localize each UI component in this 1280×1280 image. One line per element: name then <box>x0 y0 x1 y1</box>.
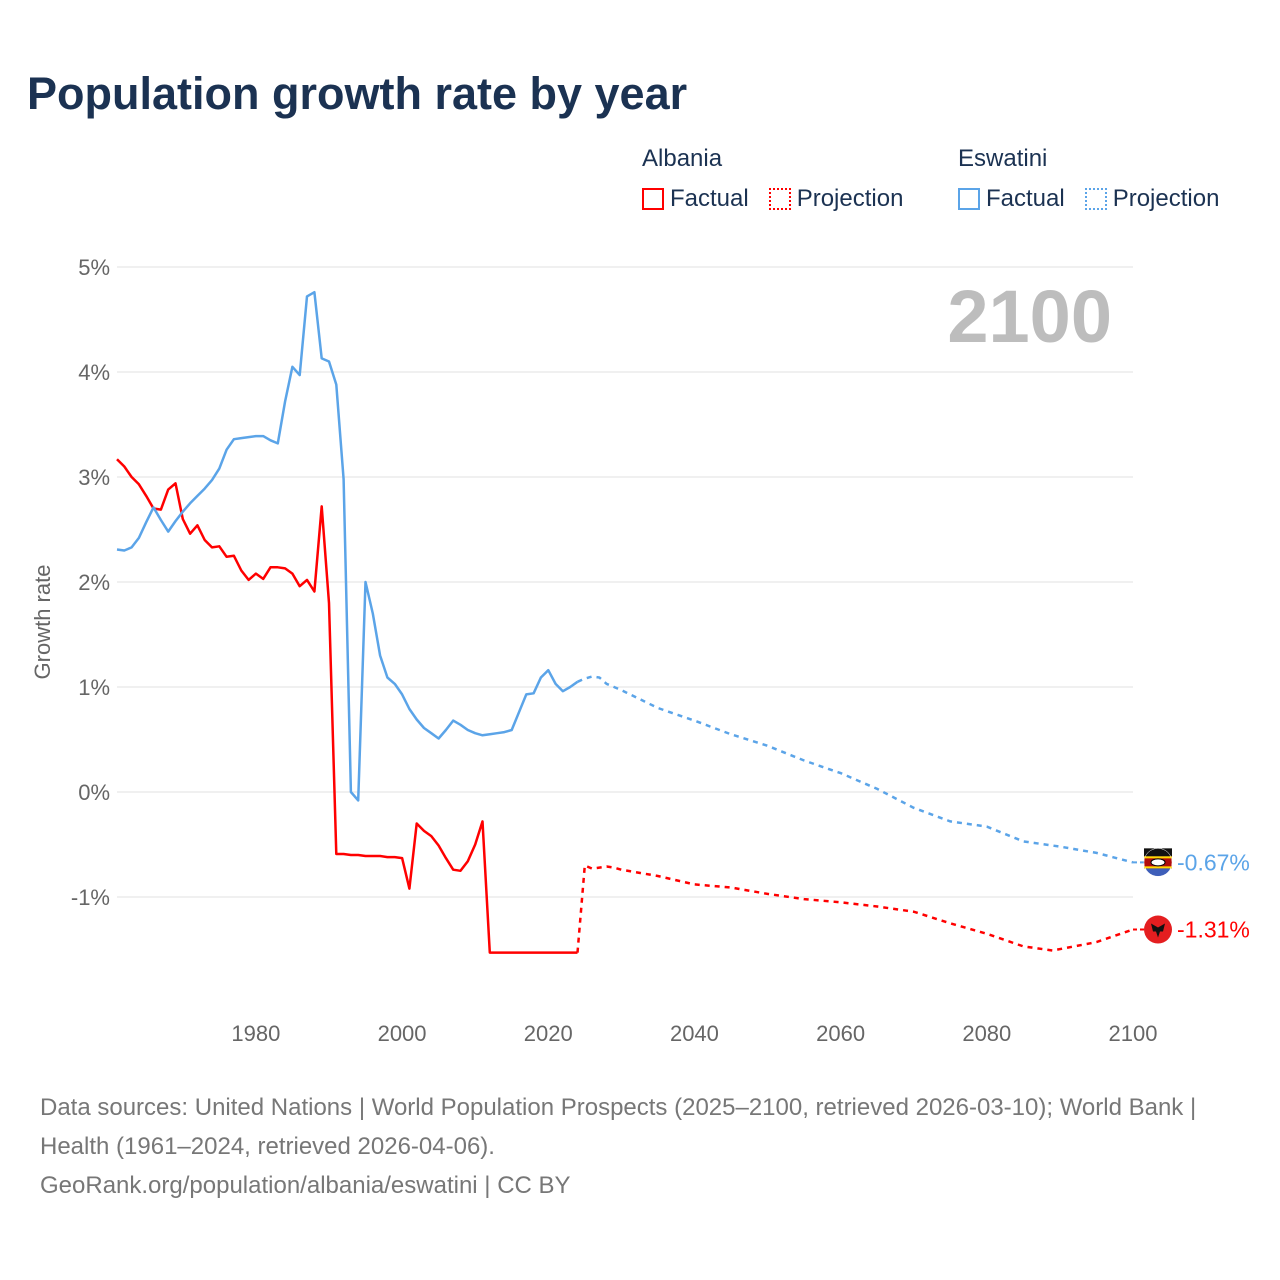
flag-eagle <box>1151 923 1165 938</box>
year-display: 2100 <box>947 275 1112 358</box>
legend-albania-title: Albania <box>642 145 723 172</box>
albania-flag-icon <box>1144 915 1172 944</box>
y-axis-label: Growth rate <box>30 565 55 680</box>
factual-swatch <box>642 188 664 210</box>
eswatini-projection-line <box>576 675 1134 864</box>
eswatini-factual-line <box>116 290 579 802</box>
y-tick-label: -1% <box>71 885 110 910</box>
x-tick-label: 2080 <box>962 1021 1011 1046</box>
legend-eswatini-title: Eswatini <box>958 145 1048 172</box>
legend-eswatini: Eswatini Factual Projection <box>958 145 1233 213</box>
flag-band <box>1144 848 1172 857</box>
legend-label: Factual <box>670 185 749 212</box>
legend-label: Factual <box>986 185 1065 212</box>
line-chart: 5% 4% 3% 2% 1% 0% -1% 1980 2000 2020 2040 2060 2080 2… <box>30 255 1250 1046</box>
x-tick-label: 2000 <box>378 1021 427 1046</box>
legend-albania-factual[interactable]: Factual <box>642 185 749 213</box>
legend-albania-projection[interactable]: Projection <box>768 185 904 213</box>
legend-label: Projection <box>1112 185 1220 212</box>
flag-band <box>1144 866 1172 869</box>
factual-swatch <box>958 188 980 210</box>
legend-albania: Albania Factual Projection <box>642 145 917 213</box>
credit-link[interactable]: GeoRank.org/population/albania/eswatini … <box>40 1172 571 1199</box>
eswatini-flag-icon <box>1143 848 1173 877</box>
projection-swatch <box>768 188 791 210</box>
projection-swatch <box>1084 188 1107 210</box>
y-tick-label: 3% <box>78 465 110 490</box>
legend-eswatini-factual[interactable]: Factual <box>958 185 1065 213</box>
x-tick-label: 2060 <box>816 1021 865 1046</box>
y-tick-label: 1% <box>78 675 110 700</box>
x-tick-label: 2100 <box>1109 1021 1158 1046</box>
footer: Data sources: United Nations | World Pop… <box>40 1088 1240 1205</box>
x-tick-label: 2020 <box>524 1021 573 1046</box>
flag-band <box>1144 856 1172 859</box>
albania-factual-line <box>116 458 578 954</box>
flag-shield <box>1150 858 1166 867</box>
legend-eswatini-projection[interactable]: Projection <box>1084 185 1220 213</box>
y-tick-label: 4% <box>78 360 110 385</box>
data-sources: Data sources: United Nations | World Pop… <box>40 1094 1197 1160</box>
chart-title: Population growth rate by year <box>27 68 688 119</box>
legend-label: Projection <box>796 185 904 212</box>
eswatini-end-label: -0.67% <box>1177 849 1250 875</box>
y-tick-label: 0% <box>78 780 110 805</box>
y-tick-label: 2% <box>78 570 110 595</box>
flag-ring <box>1143 848 1173 877</box>
x-tick-label: 2040 <box>670 1021 719 1046</box>
y-tick-label: 5% <box>78 255 110 280</box>
albania-projection-line <box>576 863 1134 953</box>
x-tick-label: 1980 <box>231 1021 280 1046</box>
albania-end-label: -1.31% <box>1177 917 1250 943</box>
